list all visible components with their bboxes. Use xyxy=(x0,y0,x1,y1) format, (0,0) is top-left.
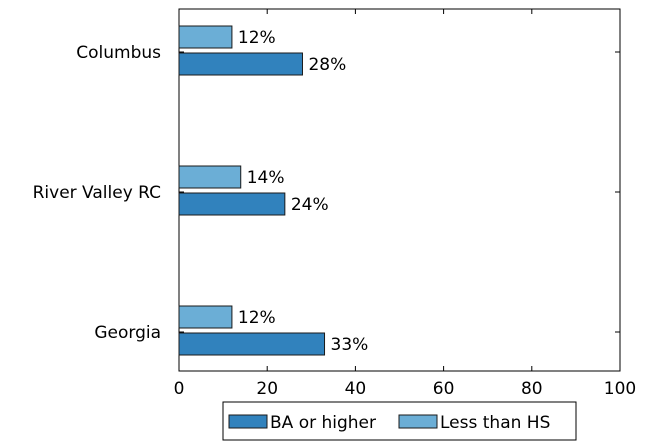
category-label: Georgia xyxy=(94,323,161,343)
bar-ba-or-higher xyxy=(178,52,303,76)
legend-label: Less than HS xyxy=(440,413,550,433)
data-label: 28% xyxy=(308,55,346,75)
legend: BA or higher Less than HS xyxy=(222,401,577,441)
bar-ba-or-higher xyxy=(178,332,326,356)
legend-label: BA or higher xyxy=(270,413,376,433)
plot-area-frame xyxy=(178,8,621,372)
bar-less-than-hs xyxy=(178,305,233,329)
bar-less-than-hs xyxy=(178,165,242,189)
category-label: Columbus xyxy=(76,43,161,63)
category-label: River Valley RC xyxy=(33,183,161,203)
x-tick-label: 0 xyxy=(174,379,185,399)
x-tick-label: 80 xyxy=(521,379,543,399)
data-label: 14% xyxy=(247,168,285,188)
bars: Columbus 12% 28% River Valley RC 14% 24% Georg… xyxy=(33,25,620,356)
x-tick-label: 100 xyxy=(604,379,636,399)
data-label: 33% xyxy=(331,335,369,355)
bar-less-than-hs xyxy=(178,25,233,49)
x-tick-label: 20 xyxy=(256,379,278,399)
legend-swatch xyxy=(398,414,438,429)
data-label: 12% xyxy=(238,28,276,48)
x-tick-label: 40 xyxy=(345,379,367,399)
bar-ba-or-higher xyxy=(178,192,286,216)
data-label: 24% xyxy=(291,195,329,215)
data-label: 12% xyxy=(238,308,276,328)
x-tick-label: 60 xyxy=(433,379,455,399)
legend-swatch xyxy=(228,414,268,429)
x-axis-ticks: 0 20 40 60 80 100 xyxy=(174,9,636,399)
